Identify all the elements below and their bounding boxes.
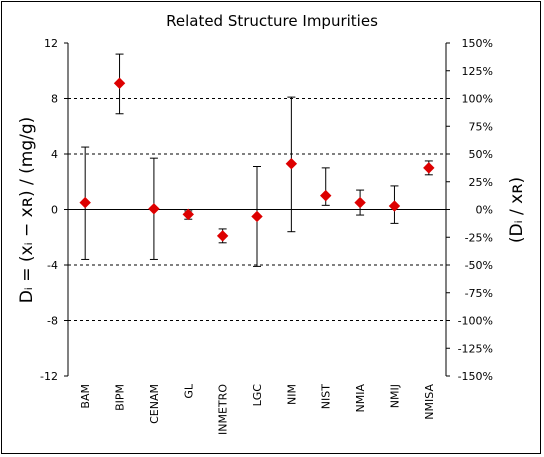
category-label: NMIA [354,384,367,413]
data-point [79,196,91,209]
y-tick-label-right: -150% [458,370,493,383]
y-tick-label-right: 25% [469,176,493,189]
y-axis-label-left: Dᵢ = (xᵢ − xʀ) / (mg/g) [17,117,37,304]
data-point [388,200,401,212]
data-points [79,77,435,242]
data-point [148,203,160,215]
y-tick-label-right: 50% [469,148,493,161]
y-tick-label-right: 75% [469,120,493,133]
chart-title: Related Structure Impurities [166,12,378,30]
data-point [182,208,194,221]
category-label: BIPM [114,384,127,411]
y-tick-label-right: 150% [462,37,493,50]
data-point [113,77,126,89]
y-ticks-left: 12 8 4 0 -4 -8 -12 [40,37,68,383]
y-ticks-right: 150% 125% 100% 75% 50% 25% 0% -25% -50% -75% -100%… [446,37,493,383]
data-point [285,158,298,170]
data-point [320,189,332,202]
y-tick-label-left: 4 [51,148,58,161]
category-label: LGC [251,384,264,407]
y-tick-label-left: -12 [40,370,58,383]
category-label: NMISA [423,384,436,420]
y-tick-label-right: 100% [462,93,493,106]
category-label: NIST [320,384,333,409]
x-categories: BAM BIPM CENAM GL INMETRO LGC NIM NIST NMIA NMIJ N… [79,383,436,435]
y-tick-label-left: -4 [47,259,58,272]
y-tick-label-right: -100% [458,315,493,328]
data-point [216,230,229,242]
y-tick-label-right: -75% [465,287,493,300]
data-point [251,210,263,223]
y-tick-label-left: 12 [44,37,58,50]
data-point [423,162,435,174]
y-tick-label-right: 125% [462,65,493,78]
y-tick-label-left: -8 [47,315,58,328]
y-tick-label-right: -50% [465,259,493,272]
category-label: GL [182,383,195,399]
data-point [354,196,366,209]
y-tick-label-left: 0 [51,204,58,217]
category-label: NIM [285,384,298,405]
category-label: INMETRO [217,384,230,435]
y-axis-label-right: (Dᵢ / xʀ) [507,177,527,243]
y-tick-label-right: 0% [476,204,493,217]
y-tick-label-left: 8 [51,93,58,106]
y-tick-label-right: -25% [465,231,493,244]
category-label: CENAM [148,384,161,424]
error-bars [81,53,433,267]
y-tick-label-right: -125% [458,342,493,355]
category-label: BAM [79,384,92,409]
category-label: NMIJ [388,384,401,408]
